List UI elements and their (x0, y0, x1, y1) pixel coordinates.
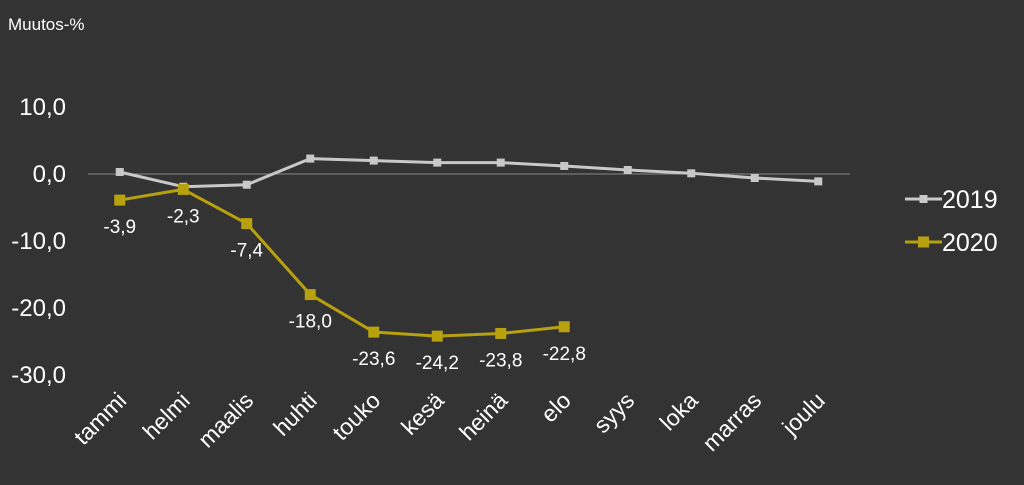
data-point-2019 (306, 154, 315, 163)
data-point-2019 (369, 156, 378, 165)
data-label-2020: -2,3 (167, 206, 200, 227)
data-point-2020 (368, 326, 380, 338)
data-point-2019 (496, 158, 505, 167)
x-tick-label: syys (588, 387, 639, 438)
y-tick-label: -10,0 (11, 228, 66, 255)
data-label-2020: -7,4 (230, 241, 263, 262)
x-tick-label: loka (655, 387, 703, 435)
x-tick-label: heinä (454, 387, 512, 445)
data-point-2020 (495, 327, 507, 339)
x-tick-label: huhti (268, 387, 322, 441)
data-point-2020 (241, 218, 253, 230)
data-label-2020: -18,0 (289, 312, 332, 333)
data-point-2020 (304, 289, 316, 301)
data-point-2019 (115, 167, 124, 176)
x-tick-label: marras (697, 387, 766, 456)
y-tick-label: -30,0 (11, 362, 66, 389)
data-point-2020 (177, 183, 189, 195)
x-tick-label: kesä (396, 387, 449, 440)
legend-label-2019: 2019 (942, 186, 998, 214)
data-label-2020: -3,9 (103, 217, 136, 238)
y-tick-label: 0,0 (33, 161, 66, 188)
data-point-2020 (558, 321, 570, 333)
y-tick-label: -20,0 (11, 295, 66, 322)
data-label-2020: -24,2 (416, 353, 459, 374)
data-point-2020 (431, 330, 443, 342)
x-tick-label: elo (536, 387, 576, 427)
y-axis-unit-label: Muutos-% (8, 15, 85, 34)
data-label-2020: -22,8 (543, 344, 586, 365)
x-tick-label: maalis (193, 387, 258, 452)
series-line-2020 (119, 187, 565, 338)
data-point-2019 (623, 165, 632, 174)
data-point-2019 (814, 177, 823, 186)
data-point-2019 (433, 158, 442, 167)
data-label-2020: -23,6 (352, 349, 395, 370)
data-point-2020 (114, 194, 126, 206)
legend-label-2020: 2020 (942, 229, 998, 257)
data-point-2019 (750, 174, 759, 183)
data-label-2020: -23,8 (479, 350, 522, 371)
data-point-2019 (560, 161, 569, 170)
x-tick-label: touko (327, 387, 385, 445)
y-tick-label: 10,0 (19, 94, 66, 121)
x-tick-label: helmi (138, 387, 195, 444)
legend-marker-2020 (918, 236, 929, 248)
x-tick-label: tammi (69, 387, 132, 450)
series-line-2019 (119, 157, 819, 189)
data-point-2019 (687, 169, 696, 178)
x-tick-label: joulu (776, 387, 829, 440)
data-point-2019 (242, 180, 251, 189)
legend-marker-2019 (919, 195, 928, 203)
